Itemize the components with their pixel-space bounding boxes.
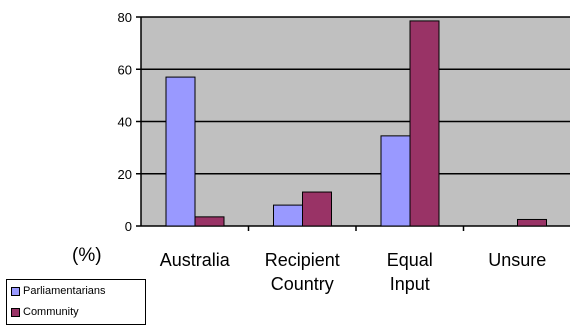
y-tick-label: 80 [118, 10, 132, 25]
legend: Parliamentarians Community [6, 279, 146, 325]
legend-swatch-parliamentarians [11, 286, 20, 296]
legend-label-parliamentarians: Parliamentarians [23, 285, 106, 297]
y-axis-unit-label: (%) [72, 245, 102, 266]
y-tick-label: 0 [125, 219, 132, 234]
y-tick-label: 20 [118, 167, 132, 182]
bar [194, 216, 225, 227]
x-tick-label: Unsure [488, 250, 546, 270]
bar [273, 204, 303, 227]
bar [165, 76, 196, 227]
x-tick-label: Australia [160, 250, 231, 270]
legend-swatch-community [11, 307, 20, 317]
bar [517, 218, 547, 227]
x-tick-label: Equal [387, 250, 433, 270]
y-tick-label: 40 [118, 115, 132, 130]
x-tick-label: Input [390, 274, 430, 294]
bar [409, 20, 440, 227]
x-tick-label: Recipient [265, 250, 340, 270]
legend-label-community: Community [23, 306, 79, 318]
x-tick-label: Country [271, 274, 334, 294]
legend-item-parliamentarians: Parliamentarians [11, 283, 106, 299]
y-tick-label: 60 [118, 62, 132, 77]
bar [380, 135, 411, 227]
legend-item-community: Community [11, 304, 79, 320]
bar [302, 191, 332, 227]
